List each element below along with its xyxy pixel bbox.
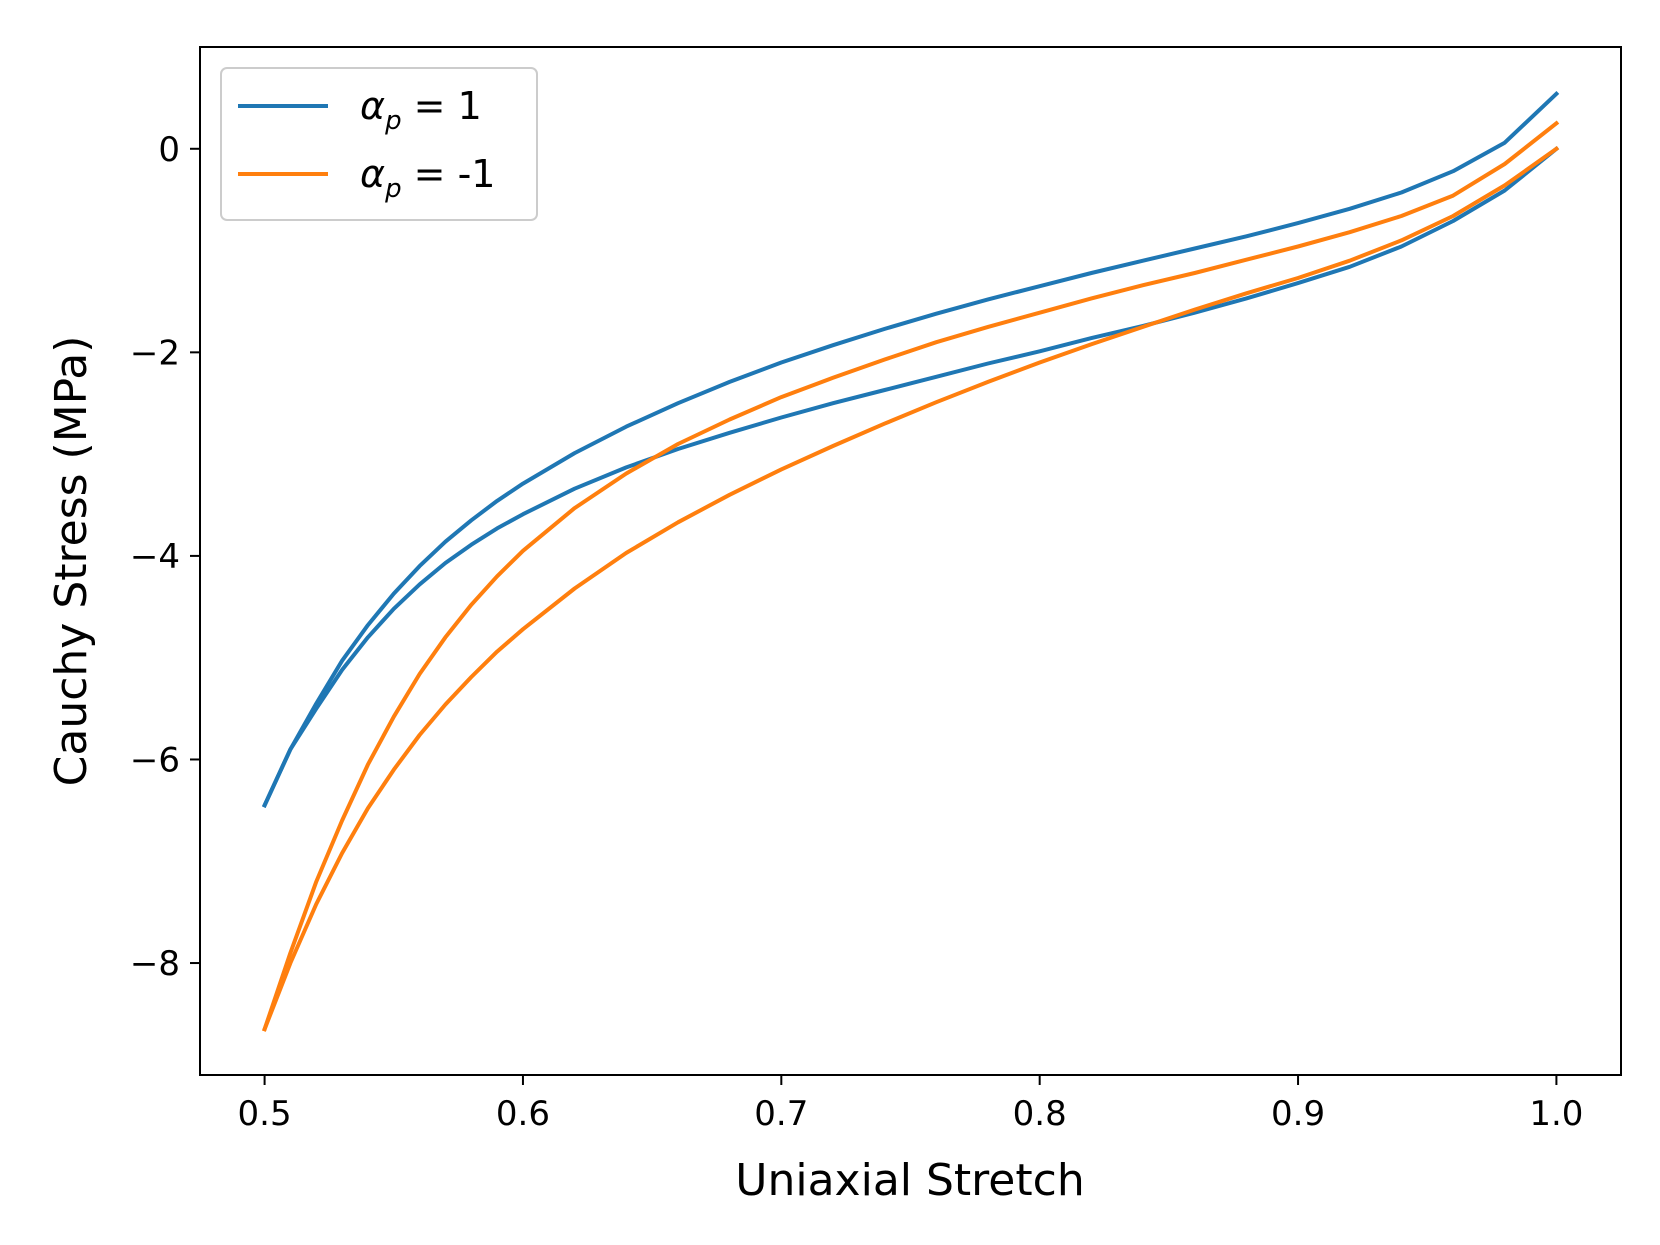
x-tick-label: 0.5 bbox=[238, 1094, 292, 1134]
series-1-branch-1-line bbox=[261, 90, 1560, 808]
y-tick-label: −8 bbox=[130, 944, 180, 984]
legend-label-1: αp = 1 bbox=[360, 84, 482, 136]
legend-label-2: αp = -1 bbox=[360, 152, 495, 204]
y-tick-label: 0 bbox=[158, 130, 180, 170]
y-tick-label: −6 bbox=[130, 740, 180, 780]
legend-entries: αp = 1 αp = -1 bbox=[238, 84, 495, 204]
series-layer bbox=[261, 90, 1560, 1032]
series-1-branch-2-line bbox=[261, 145, 1560, 808]
x-tick-label: 0.9 bbox=[1271, 1094, 1325, 1134]
series-2-branch-1-line bbox=[262, 120, 1560, 1032]
x-axis: 0.5 0.6 0.7 0.8 0.9 1.0 bbox=[238, 1075, 1583, 1134]
x-tick-label: 0.8 bbox=[1013, 1094, 1067, 1134]
legend: αp = 1 αp = -1 bbox=[220, 67, 538, 221]
x-tick-label: 1.0 bbox=[1529, 1094, 1583, 1134]
y-axis-label: Cauchy Stress (MPa) bbox=[46, 336, 97, 787]
x-tick-label: 0.6 bbox=[496, 1094, 550, 1134]
y-tick-label: −2 bbox=[130, 333, 180, 373]
plot-frame bbox=[199, 46, 1622, 1076]
x-tick-label: 0.7 bbox=[754, 1094, 808, 1134]
series-2-branch-2-line bbox=[262, 146, 1560, 1032]
y-axis: 0 −2 −4 −6 −8 bbox=[130, 130, 200, 984]
y-tick-label: −4 bbox=[130, 537, 180, 577]
x-axis-label: Uniaxial Stretch bbox=[735, 1155, 1084, 1206]
